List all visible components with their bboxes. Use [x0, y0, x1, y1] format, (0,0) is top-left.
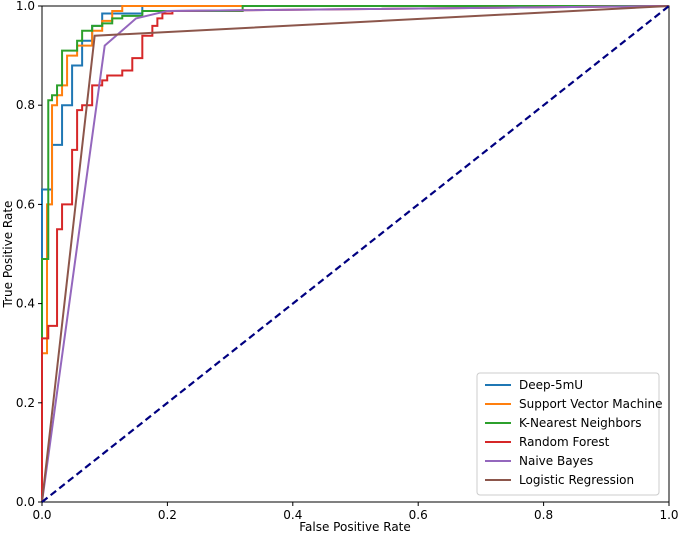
- legend-entry: Random Forest: [519, 435, 610, 449]
- legend-entry: Support Vector Machine: [519, 397, 663, 411]
- y-axis-ticks: 0.0 0.2 0.4 0.6 0.8 1.0: [16, 0, 42, 509]
- x-tick-label: 1.0: [659, 508, 678, 522]
- roc-curve-2: [41, 5, 669, 502]
- x-tick-label: 0.4: [283, 508, 302, 522]
- legend-entry: Deep-5mU: [519, 378, 583, 392]
- x-axis-label: False Positive Rate: [299, 520, 411, 534]
- x-tick-label: 0.0: [32, 508, 51, 522]
- y-tick-label: 0.2: [16, 396, 35, 410]
- x-tick-label: 0.8: [534, 508, 553, 522]
- roc-curve-3: [41, 5, 670, 502]
- y-tick-label: 0.8: [16, 98, 35, 112]
- y-tick-label: 0.6: [16, 197, 35, 211]
- chance-diagonal-line: [41, 5, 670, 503]
- x-tick-label: 0.6: [409, 508, 428, 522]
- legend-entry: Naive Bayes: [519, 454, 593, 468]
- roc-curve-1: [41, 5, 669, 502]
- legend-box: [476, 372, 660, 496]
- roc-curve-5: [41, 5, 670, 503]
- y-tick-label: 0.0: [16, 495, 35, 509]
- legend-entry: Logistic Regression: [519, 473, 634, 487]
- legend: Deep-5mU Support Vector Machine K-Nearest …: [476, 372, 663, 496]
- x-axis-ticks: 0.0 0.2 0.4 0.6 0.8 1.0: [32, 502, 679, 522]
- legend-entry: K-Nearest Neighbors: [519, 416, 642, 430]
- y-tick-label: 1.0: [16, 0, 35, 13]
- roc-curve-4: [41, 5, 670, 503]
- roc-curves: [41, 5, 670, 503]
- y-axis-label: True Positive Rate: [1, 201, 15, 309]
- y-tick-label: 0.4: [16, 297, 35, 311]
- x-tick-label: 0.2: [158, 508, 177, 522]
